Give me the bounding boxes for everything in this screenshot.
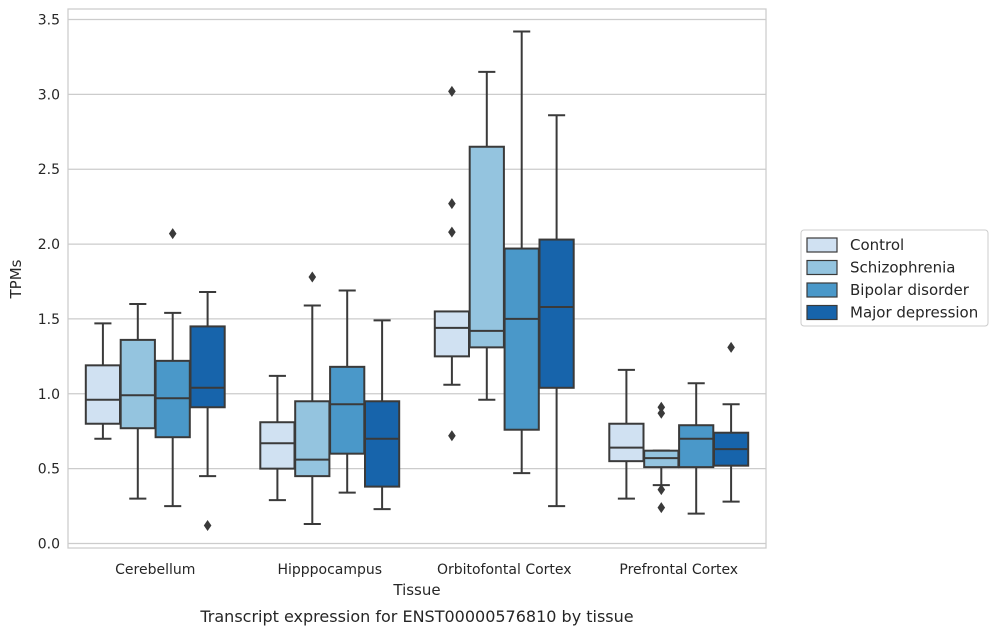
legend-label-bipolar-disorder: Bipolar disorder	[850, 281, 970, 299]
iqr-box	[678, 424, 715, 469]
legend: Control Schizophrenia Bipolar disorder Majo…	[800, 229, 989, 327]
legend-items: Control Schizophrenia Bipolar disorder Majo…	[806, 236, 978, 322]
box-major-depression-cerebellum	[189, 290, 226, 532]
box-control-cerebellum	[84, 322, 122, 440]
box-control-prefrontal-cortex	[608, 368, 645, 500]
legend-frame	[800, 229, 989, 327]
y-tick-label: 0.5	[38, 462, 60, 478]
x-tick-labels: Cerebellum Hipppocampus Orbitofontal Corte…	[115, 562, 738, 578]
y-tick-label: 2.0	[38, 237, 60, 253]
outlier-point	[657, 407, 666, 419]
outlier-point	[448, 226, 456, 238]
outlier-point	[657, 484, 666, 496]
outlier-point	[657, 401, 666, 413]
box-major-depression-prefrontal-cortex	[712, 341, 750, 503]
outlier-point	[448, 85, 456, 97]
legend-label-schizophrenia: Schizophrenia	[850, 259, 955, 277]
legend-swatch-major-depression	[806, 304, 838, 321]
iqr-box	[119, 338, 156, 430]
box-bipolar-disorder-cerebellum	[154, 228, 191, 508]
iqr-box	[468, 145, 505, 349]
iqr-box	[363, 400, 401, 488]
outlier-point	[308, 271, 317, 283]
chart-caption: Transcript expression for ENST0000057681…	[199, 607, 633, 626]
iqr-box	[189, 325, 226, 409]
iqr-box	[259, 421, 296, 470]
box-major-depression-hipppocampus	[363, 319, 401, 511]
x-tick-label: Hipppocampus	[277, 562, 382, 578]
legend-swatch-bipolar-disorder	[806, 282, 838, 298]
box-schizophrenia-prefrontal-cortex	[643, 401, 680, 514]
iqr-box	[294, 400, 331, 478]
box-bipolar-disorder-prefrontal-cortex	[678, 382, 715, 515]
legend-label-major-depression: Major depression	[850, 304, 978, 322]
y-tick-label: 2.5	[38, 162, 60, 178]
x-tick-label: Prefrontal Cortex	[619, 562, 738, 578]
iqr-box	[538, 238, 575, 389]
legend-swatch-schizophrenia	[806, 259, 838, 276]
legend-label-control: Control	[850, 236, 904, 254]
box-control-hipppocampus	[259, 374, 296, 502]
iqr-box	[608, 422, 645, 463]
y-tick-label: 1.5	[38, 312, 60, 328]
iqr-box	[84, 364, 122, 425]
boxes	[84, 30, 750, 532]
iqr-box	[433, 310, 471, 358]
y-tick-label: 3.5	[38, 12, 60, 28]
outlier-point	[168, 228, 177, 240]
y-tick-label: 0.0	[38, 537, 60, 553]
outlier-point	[448, 430, 456, 442]
x-axis-label: Tissue	[392, 581, 440, 599]
outlier-point	[203, 520, 212, 532]
x-tick-label: Orbitofontal Cortex	[437, 562, 572, 578]
outlier-point	[448, 198, 456, 210]
y-tick-labels: 0.0 0.5 1.0 1.5 2.0 2.5 3.0 3.5	[38, 12, 60, 552]
y-tick-label: 1.0	[38, 387, 60, 403]
iqr-box	[329, 365, 366, 455]
x-tick-label: Cerebellum	[115, 562, 195, 578]
plot-frame	[67, 8, 767, 549]
box-schizophrenia-hipppocampus	[294, 271, 331, 526]
outlier-point	[727, 341, 735, 353]
legend-swatch-control	[806, 237, 838, 253]
box-major-depression-orbitofontal-cortex	[538, 114, 575, 508]
iqr-box	[503, 247, 540, 431]
outlier-point	[657, 502, 666, 514]
box-schizophrenia-orbitofontal-cortex	[468, 70, 505, 401]
box-schizophrenia-cerebellum	[119, 302, 156, 500]
box-bipolar-disorder-orbitofontal-cortex	[503, 30, 540, 475]
y-tick-label: 3.0	[38, 87, 60, 103]
y-axis-label: TPMs	[7, 259, 25, 299]
